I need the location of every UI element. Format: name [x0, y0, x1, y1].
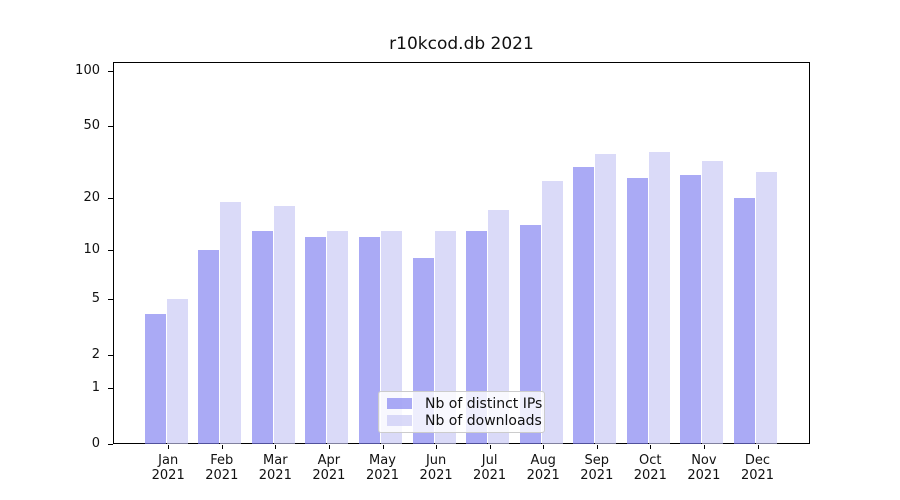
- y-axis-tick-label: 20: [83, 189, 100, 205]
- bar-distinct-ips-nov: [680, 174, 702, 444]
- x-axis-tick: [221, 445, 223, 449]
- bar-downloads-mar: [273, 206, 295, 444]
- y-axis-tick: [108, 355, 113, 357]
- x-axis-tick-label: Aug 2021: [526, 453, 560, 483]
- x-axis-tick: [275, 445, 277, 449]
- bar-downloads-may: [381, 230, 402, 444]
- chart-title: r10kcod.db 2021: [389, 34, 534, 54]
- bar-distinct-ips-apr: [305, 236, 327, 444]
- x-axis-tick-label: May 2021: [365, 453, 400, 483]
- legend-entry-downloads: Nb of downloads: [387, 413, 544, 429]
- x-axis-tick-label: Mar 2021: [258, 453, 292, 483]
- x-axis-tick: [382, 445, 384, 449]
- y-axis-tick-label: 1: [91, 380, 100, 395]
- bar-downloads-sep: [595, 154, 617, 444]
- x-axis-tick: [489, 445, 491, 449]
- y-axis-tick: [108, 250, 113, 252]
- y-axis-tick-label: 0: [91, 436, 100, 451]
- legend-label-distinct-ips: Nb of distinct IPs: [425, 395, 543, 412]
- bar-downloads-dec: [756, 171, 777, 444]
- y-axis-tick-label: 10: [83, 242, 100, 258]
- bar-downloads-jan: [166, 299, 188, 444]
- bar-downloads-oct: [648, 152, 670, 444]
- legend-swatch-distinct-ips: [387, 398, 412, 409]
- x-axis-tick: [757, 445, 759, 449]
- bar-downloads-nov: [702, 161, 724, 444]
- y-axis-tick-label: 100: [75, 63, 100, 78]
- y-axis-tick: [108, 126, 113, 128]
- bar-distinct-ips-oct: [626, 177, 648, 444]
- bar-distinct-ips-mar: [251, 230, 273, 444]
- x-axis-tick-label: Jan 2021: [151, 453, 185, 483]
- y-axis-tick-label: 5: [91, 291, 100, 307]
- y-axis-tick: [108, 71, 113, 72]
- y-axis-tick: [108, 299, 113, 301]
- x-axis-tick-label: Jul 2021: [473, 453, 507, 483]
- bar-distinct-ips-sep: [573, 166, 595, 444]
- x-axis-tick: [703, 445, 705, 449]
- legend-label-downloads: Nb of downloads: [425, 412, 542, 429]
- y-axis-tick: [108, 197, 113, 199]
- bar-downloads-apr: [327, 230, 349, 444]
- x-axis-tick-label: Jun 2021: [419, 453, 453, 483]
- bar-distinct-ips-aug: [519, 225, 541, 444]
- x-axis-tick: [596, 445, 598, 449]
- y-axis-tick: [108, 444, 113, 445]
- bar-distinct-ips-dec: [734, 197, 755, 444]
- bar-downloads-feb: [220, 201, 242, 444]
- bar-distinct-ips-jul: [466, 230, 488, 444]
- legend: Nb of distinct IPs Nb of downloads: [378, 391, 545, 433]
- bar-distinct-ips-feb: [198, 250, 220, 444]
- x-axis-tick: [328, 445, 330, 449]
- x-axis-tick-label: Apr 2021: [312, 453, 346, 483]
- y-axis-tick: [108, 388, 113, 389]
- legend-entry-distinct-ips: Nb of distinct IPs: [387, 396, 544, 412]
- bar-downloads-jul: [488, 210, 510, 444]
- x-axis-tick: [543, 445, 545, 449]
- x-axis-tick: [168, 445, 170, 449]
- x-axis-tick-label: Nov 2021: [687, 453, 721, 483]
- legend-swatch-downloads: [387, 415, 412, 426]
- x-axis-tick: [650, 445, 652, 449]
- bar-downloads-aug: [541, 180, 563, 444]
- x-axis-tick-label: Oct 2021: [633, 453, 667, 483]
- bar-distinct-ips-may: [359, 236, 380, 444]
- x-axis-tick-label: Feb 2021: [205, 453, 239, 483]
- x-axis-tick-label: Dec 2021: [740, 453, 775, 483]
- x-axis-tick-label: Sep 2021: [580, 453, 614, 483]
- bar-downloads-jun: [434, 230, 456, 444]
- x-axis-tick: [436, 445, 438, 449]
- bar-distinct-ips-jan: [144, 313, 166, 444]
- y-axis-tick-label: 50: [83, 118, 100, 134]
- y-axis-tick-label: 2: [91, 347, 100, 363]
